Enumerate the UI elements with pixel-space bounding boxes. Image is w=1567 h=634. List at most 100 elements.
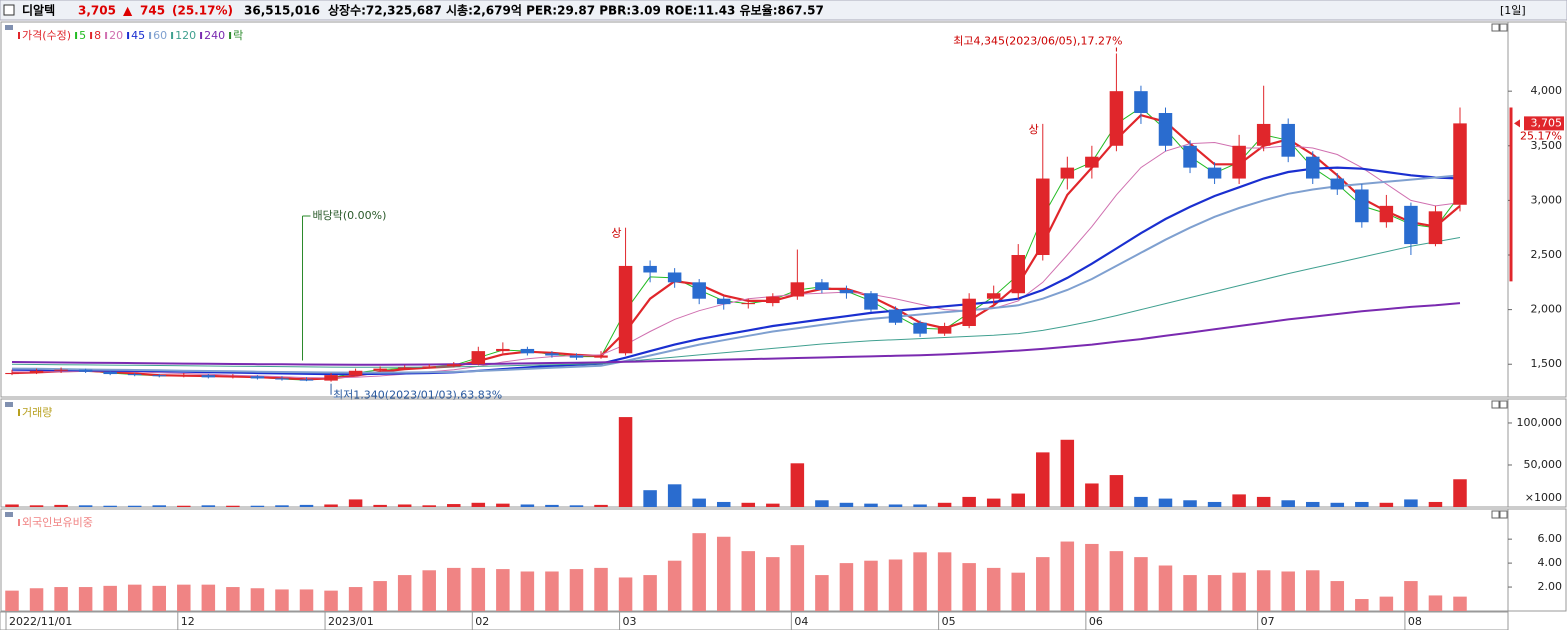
- bar: [29, 588, 44, 611]
- bar: [348, 499, 363, 507]
- volume: 36,515,016: [244, 4, 320, 18]
- bar: [201, 505, 216, 507]
- bar: [397, 575, 412, 611]
- legend-item: 5: [79, 29, 86, 42]
- bar: [250, 588, 265, 611]
- candle-body: [1183, 145, 1197, 168]
- candle-body: [815, 282, 829, 290]
- candle-body: [1158, 113, 1173, 146]
- bar: [1158, 498, 1173, 507]
- last-price-box: [1524, 116, 1564, 131]
- candle-body: [1134, 91, 1148, 114]
- info: 상장수:72,325,687 시총:2,679억 PER:29.87 PBR:3…: [328, 3, 824, 18]
- bar: [1428, 595, 1443, 611]
- bar: [299, 589, 314, 611]
- bar: [692, 533, 706, 611]
- candle-body: [397, 367, 412, 369]
- bar: [618, 417, 633, 507]
- bar: [373, 504, 387, 507]
- bar: [152, 505, 167, 507]
- candle-body: [299, 379, 314, 381]
- candle-body: [1036, 178, 1050, 256]
- candle-body: [103, 371, 117, 375]
- x-tick-label: 07: [1261, 615, 1275, 628]
- panel-icon: [5, 25, 13, 30]
- bar: [986, 498, 1001, 507]
- bar: [888, 559, 903, 611]
- last-pct: 25.17%: [1520, 129, 1562, 142]
- bar: [667, 484, 682, 507]
- bar: [127, 584, 142, 611]
- bar: [5, 590, 19, 611]
- bar: [913, 552, 927, 611]
- header-bar: [0, 0, 1567, 21]
- panel-icon: [5, 402, 13, 407]
- moving-average: [12, 141, 1461, 379]
- bar: [226, 505, 240, 507]
- legend-swatch: [200, 32, 203, 39]
- candle-body: [348, 370, 363, 376]
- legend-item: 240: [204, 29, 225, 42]
- bar: [1355, 501, 1369, 507]
- arrow: ▲: [123, 4, 133, 18]
- bar: [1404, 581, 1418, 611]
- bar: [78, 587, 93, 611]
- bar: [766, 557, 780, 611]
- x-tick-label: 03: [623, 615, 637, 628]
- panel-button[interactable]: [1499, 23, 1508, 32]
- candle-body: [127, 374, 142, 376]
- bar: [766, 503, 780, 507]
- candle-body: [667, 272, 682, 283]
- candle-body: [1428, 211, 1443, 245]
- bar: [569, 505, 584, 507]
- candle-body: [1281, 123, 1295, 157]
- candle-body: [275, 378, 289, 380]
- bar: [741, 551, 756, 611]
- bar: [1355, 599, 1369, 611]
- candle-body: [226, 376, 240, 378]
- bar: [545, 504, 559, 507]
- bar: [643, 575, 657, 611]
- bar: [496, 503, 510, 507]
- bar: [29, 505, 44, 507]
- x-tick-label: 05: [942, 615, 956, 628]
- bar: [864, 560, 878, 611]
- bar: [1428, 501, 1443, 507]
- dividend-annotation: 배당락(0.00%): [313, 209, 387, 222]
- bar: [78, 505, 93, 507]
- bar: [103, 505, 117, 507]
- bar: [716, 536, 731, 611]
- bar: [1453, 479, 1467, 507]
- panel-button[interactable]: [1499, 510, 1508, 519]
- candle-body: [1453, 123, 1467, 205]
- upper-limit-mark: 상: [1029, 123, 1039, 136]
- moving-average: [11, 302, 1461, 366]
- legend-title: 외국인보유비중: [22, 516, 93, 529]
- period[interactable]: [1일]: [1500, 3, 1526, 17]
- candle-body: [766, 296, 780, 304]
- y-tick-label: 2,000: [1531, 303, 1563, 316]
- panel-button[interactable]: [1491, 400, 1500, 409]
- legend-swatch: [105, 32, 108, 39]
- bar: [913, 504, 927, 507]
- bar: [790, 463, 805, 507]
- bar: [1060, 439, 1075, 507]
- bar: [1011, 572, 1025, 611]
- axis-panel: [1507, 21, 1567, 398]
- checkbox[interactable]: [3, 4, 15, 16]
- panel-button[interactable]: [1499, 400, 1508, 409]
- panel-button[interactable]: [1491, 23, 1500, 32]
- bar: [1207, 575, 1222, 611]
- change-pct: (25.17%): [172, 4, 233, 18]
- legend-swatch: [18, 519, 20, 526]
- candle-body: [1330, 178, 1345, 190]
- panel-button[interactable]: [1491, 510, 1500, 519]
- x-tick-label: 08: [1408, 615, 1422, 628]
- candle-body: [741, 303, 756, 305]
- candle-body: [790, 282, 805, 297]
- candle-body: [888, 309, 903, 323]
- bar: [1109, 475, 1124, 507]
- bar: [1305, 570, 1320, 611]
- bar: [1085, 483, 1099, 507]
